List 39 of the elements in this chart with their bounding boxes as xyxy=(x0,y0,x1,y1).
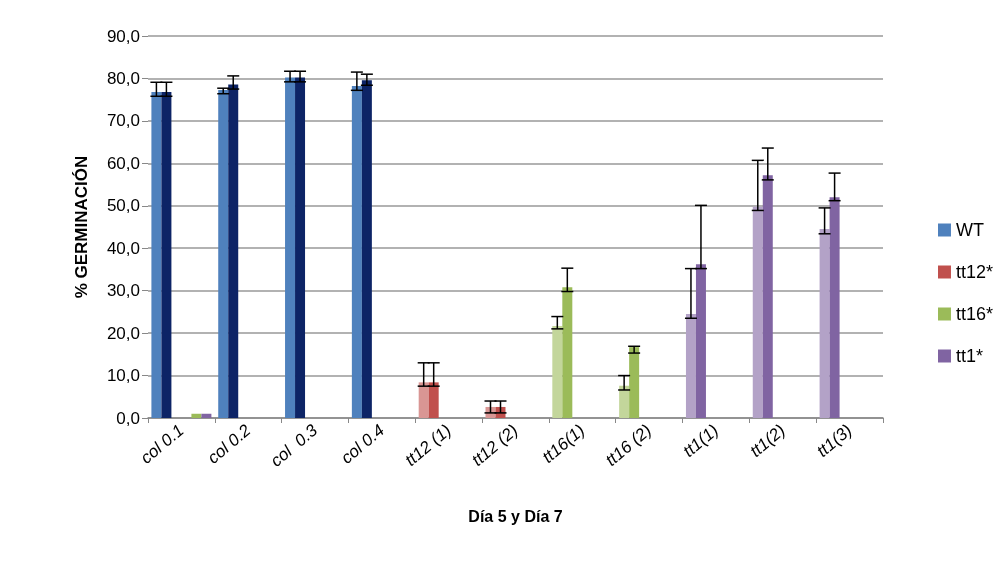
y-tick-label: 50,0 xyxy=(106,196,140,216)
bar xyxy=(619,385,630,418)
x-tick-label: tt12 (1) xyxy=(401,420,455,470)
y-axis-title: % GERMINACIÓN xyxy=(72,155,91,299)
bar xyxy=(685,314,696,418)
x-axis-title: Día 5 y Día 7 xyxy=(468,507,563,525)
bar xyxy=(361,80,372,418)
legend-label: WT xyxy=(955,220,984,240)
bar xyxy=(819,229,830,418)
bar xyxy=(201,413,212,418)
legend-label: tt12* xyxy=(955,262,993,282)
bar xyxy=(552,325,563,418)
y-tick-label: 80,0 xyxy=(106,68,140,88)
y-tick-label: 40,0 xyxy=(106,238,140,258)
bar xyxy=(228,84,239,418)
bar xyxy=(752,206,763,418)
y-tick-label: 90,0 xyxy=(106,26,140,46)
y-tick-label: 10,0 xyxy=(106,366,140,386)
x-tick-label: tt16 (2) xyxy=(601,420,656,470)
y-tick-label: 20,0 xyxy=(106,323,140,343)
bar xyxy=(428,382,439,418)
y-tick-label: 30,0 xyxy=(106,281,140,301)
y-tick-label: 60,0 xyxy=(106,153,140,173)
x-tick-label: col 0.4 xyxy=(337,420,388,468)
y-tick-label: 70,0 xyxy=(106,111,140,131)
y-tick-label: 0,0 xyxy=(116,408,140,428)
legend-label: tt1* xyxy=(955,346,983,366)
bar xyxy=(285,77,296,418)
x-tick-label: col 0.3 xyxy=(266,420,322,471)
bar xyxy=(418,382,429,418)
bar xyxy=(351,86,362,418)
bar xyxy=(161,92,172,418)
bar xyxy=(295,77,306,418)
legend-label: tt16* xyxy=(955,304,993,324)
bar xyxy=(191,413,202,418)
bar xyxy=(151,92,162,418)
bar xyxy=(218,89,229,418)
x-tick-label: col 0.2 xyxy=(203,420,255,468)
x-tick-label: tt12 (2) xyxy=(468,420,522,470)
